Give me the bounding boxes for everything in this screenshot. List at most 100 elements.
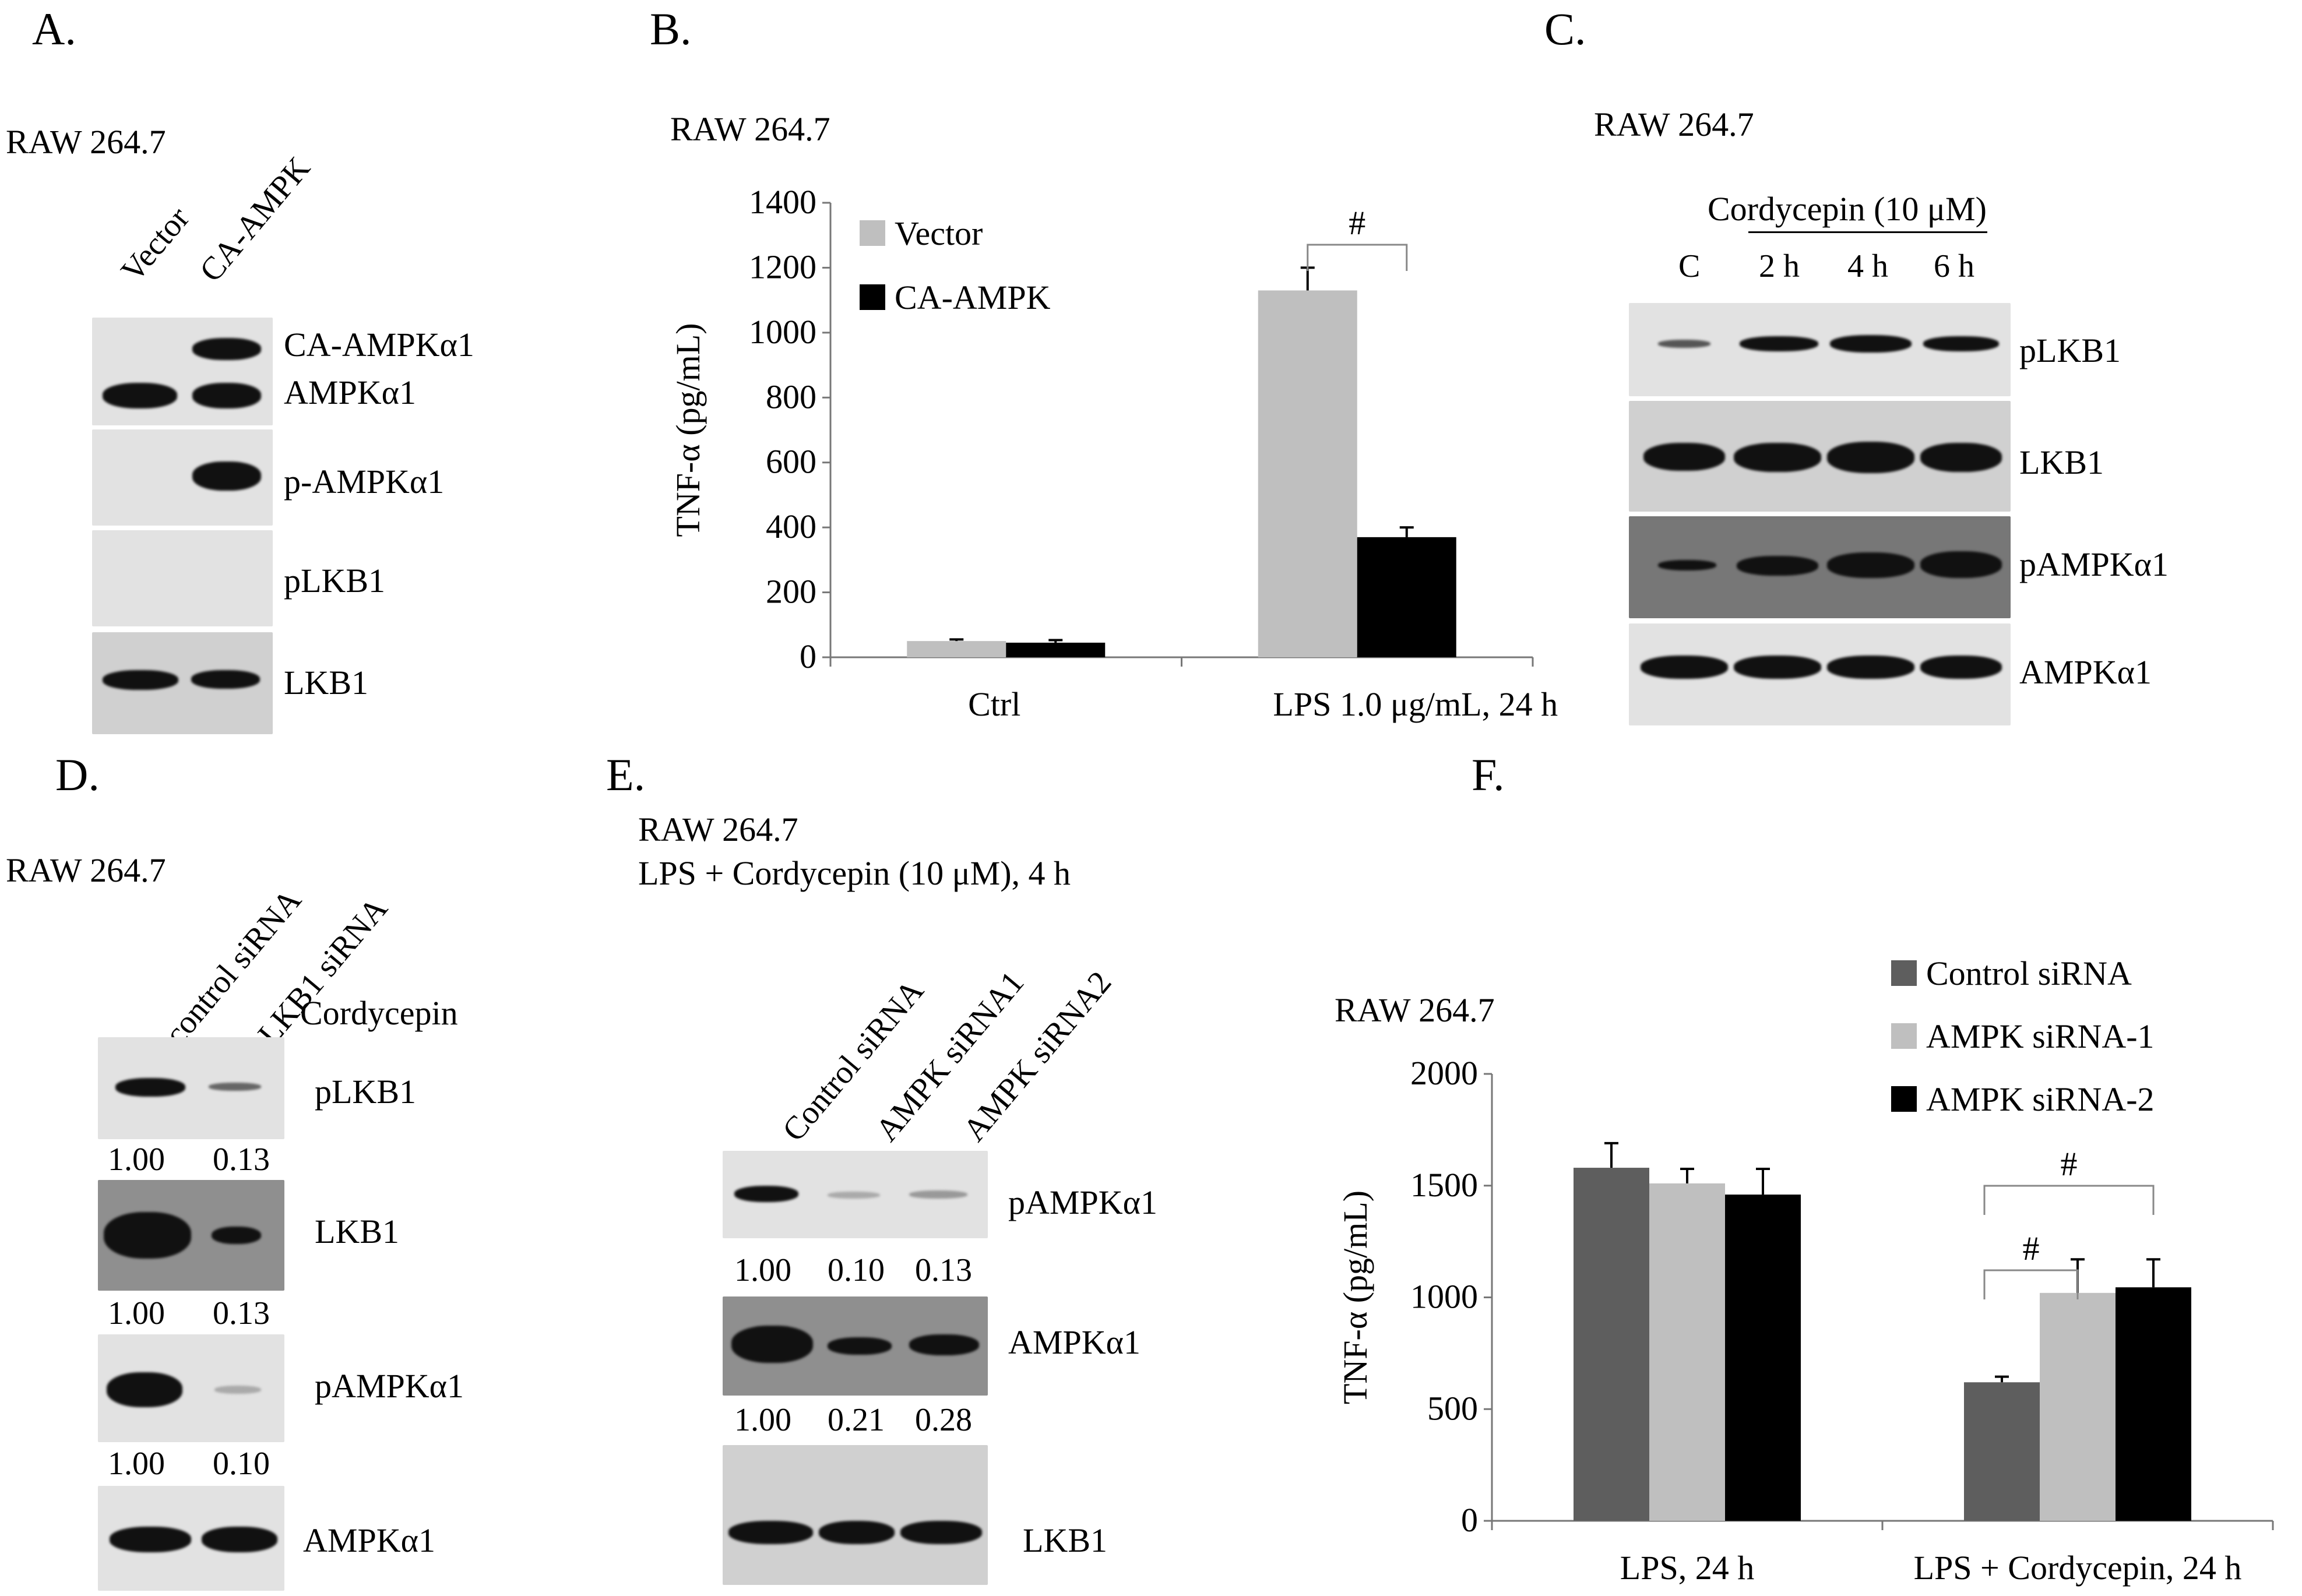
y-tick-label: 1000 — [1410, 1278, 1478, 1316]
legend-swatch — [860, 284, 885, 310]
bar — [1649, 1183, 1725, 1521]
panel-c-label-ampka1: AMPKα1 — [2019, 653, 2152, 691]
panel-c-lane-2h: 2 h — [1759, 248, 1800, 284]
panel-b-letter: B. — [650, 3, 692, 54]
panel-e-quant-1-c: 0.13 — [915, 1252, 972, 1288]
panel-c-treatment-line — [1748, 231, 1987, 233]
legend-entry: AMPK siRNA-2 — [1926, 1080, 2155, 1118]
x-tick-label: LPS + Cordycepin, 24 h — [1914, 1549, 2242, 1587]
legend-swatch — [1891, 960, 1917, 986]
panel-d-quant-1-b: 0.13 — [213, 1141, 270, 1178]
panel-d-treatment: Cordycepin — [300, 994, 458, 1032]
panel-d-label-plkb1: pLKB1 — [315, 1073, 416, 1111]
y-tick-label: 2000 — [1410, 1054, 1478, 1092]
panel-d-blot-1 — [98, 1037, 284, 1139]
panel-e-blot-1 — [723, 1151, 988, 1238]
legend-entry: Vector — [895, 214, 983, 252]
significance-bracket — [1983, 1269, 2079, 1299]
panel-d-blot-4 — [98, 1486, 284, 1591]
bar — [1357, 537, 1456, 657]
panel-c-lane-6h: 6 h — [1934, 248, 1974, 284]
panel-d-quant-2-b: 0.13 — [213, 1295, 270, 1331]
panel-c-label-lkb1: LKB1 — [2019, 443, 2104, 481]
panel-a-blot-3 — [92, 530, 273, 626]
y-tick-label: 400 — [766, 508, 816, 545]
panel-a-label-lkb1: LKB1 — [284, 664, 368, 702]
legend-swatch — [860, 220, 885, 246]
panel-e-cell-line: RAW 264.7 — [638, 811, 798, 848]
panel-c-blot-4 — [1629, 623, 2011, 725]
panel-a-label-ampka1: AMPKα1 — [284, 374, 416, 411]
y-tick-label: 1200 — [749, 248, 816, 286]
y-tick-label: 0 — [1461, 1501, 1478, 1539]
x-tick-label: LPS, 24 h — [1620, 1549, 1754, 1587]
y-tick-label: 1400 — [749, 183, 816, 221]
panel-d-blot-3 — [98, 1334, 284, 1442]
panel-a-lane-ca-ampk: CA-AMPK — [192, 150, 318, 289]
panel-c-cell-line: RAW 264.7 — [1594, 105, 1754, 143]
panel-d-letter: D. — [55, 749, 100, 800]
panel-a-blot-2 — [92, 429, 273, 526]
panel-e-quant-2-c: 0.28 — [915, 1402, 972, 1438]
y-axis-label: TNF-α (pg/mL) — [1336, 1190, 1374, 1404]
panel-c-blot-3 — [1629, 516, 2011, 618]
panel-a-label-plkb1: pLKB1 — [284, 562, 385, 600]
panel-c-label-pampka1: pAMPKα1 — [2019, 545, 2169, 583]
panel-e-blot-3 — [723, 1445, 988, 1585]
panel-c-lane-c: C — [1678, 248, 1701, 284]
panel-c-letter: C. — [1544, 3, 1586, 54]
panel-e-quant-1-b: 0.10 — [828, 1252, 885, 1288]
significance-marker: # — [2061, 1145, 2078, 1183]
panel-f-letter: F. — [1472, 749, 1505, 800]
panel-a-label-ca-ampka1: CA-AMPKα1 — [284, 326, 474, 364]
panel-e-quant-2-a: 1.00 — [734, 1402, 791, 1438]
y-tick-label: 1000 — [749, 313, 816, 351]
bar — [2040, 1292, 2116, 1521]
panel-e-blot-2 — [723, 1296, 988, 1396]
panel-d-quant-3-a: 1.00 — [108, 1446, 165, 1482]
significance-marker: # — [1349, 204, 1365, 242]
panel-c-treatment: Cordycepin (10 μM) — [1708, 190, 1987, 228]
panel-e-label-lkb1: LKB1 — [1023, 1521, 1107, 1559]
bar — [907, 641, 1006, 657]
bar — [2116, 1287, 2191, 1521]
legend-entry: CA-AMPK — [895, 279, 1051, 316]
panel-b-cell-line: RAW 264.7 — [670, 110, 830, 148]
legend-entry: Control siRNA — [1926, 954, 2132, 992]
panel-d-cell-line: RAW 264.7 — [6, 851, 166, 889]
panel-a-blot-4 — [92, 632, 273, 734]
panel-d-quant-1-a: 1.00 — [108, 1141, 165, 1178]
panel-d-label-pampka1: pAMPKα1 — [315, 1367, 464, 1405]
panel-a-label-p-ampka1: p-AMPKα1 — [284, 463, 445, 501]
panel-b-chart: 0 200 400 600 800 1000 1200 1400 TNF-α (pg/mL) Ct… — [669, 183, 1558, 723]
significance-bracket — [1983, 1185, 2155, 1215]
panel-f-chart: 0 500 1000 1500 2000 TNF-α (pg/mL) LPS, 24 h LP… — [1336, 954, 2274, 1587]
panel-c-blot-2 — [1629, 401, 2011, 512]
panel-a-lane-vector: Vector — [114, 200, 197, 289]
panel-d-label-ampka1: AMPKα1 — [303, 1521, 435, 1559]
panel-c-blot-1 — [1629, 303, 2011, 396]
panel-e-letter: E. — [606, 749, 646, 800]
y-tick-label: 800 — [766, 378, 816, 415]
panel-c-lane-4h: 4 h — [1847, 248, 1888, 284]
legend-swatch — [1891, 1023, 1917, 1049]
significance-bracket — [1307, 244, 1408, 271]
panel-a-letter: A. — [32, 3, 76, 54]
panel-d-quant-2-a: 1.00 — [108, 1295, 165, 1331]
bar — [1258, 290, 1357, 657]
bar — [1964, 1382, 2040, 1521]
y-tick-label: 500 — [1427, 1389, 1478, 1427]
panel-d-blot-2 — [98, 1180, 284, 1291]
y-tick-label: 0 — [800, 637, 816, 675]
y-axis-label: TNF-α (pg/mL) — [669, 323, 707, 537]
significance-marker: # — [2023, 1229, 2040, 1267]
panel-e-treatment: LPS + Cordycepin (10 μM), 4 h — [638, 854, 1071, 892]
panel-d-label-lkb1: LKB1 — [315, 1213, 399, 1250]
bar — [1574, 1168, 1649, 1521]
panel-c-label-plkb1: pLKB1 — [2019, 332, 2121, 369]
y-tick-label: 200 — [766, 573, 816, 611]
panel-e-quant-2-b: 0.21 — [828, 1402, 885, 1438]
panel-f-cell-line: RAW 264.7 — [1335, 991, 1495, 1029]
panel-d-quant-3-b: 0.10 — [213, 1446, 270, 1482]
panel-a-blot-1 — [92, 318, 273, 425]
